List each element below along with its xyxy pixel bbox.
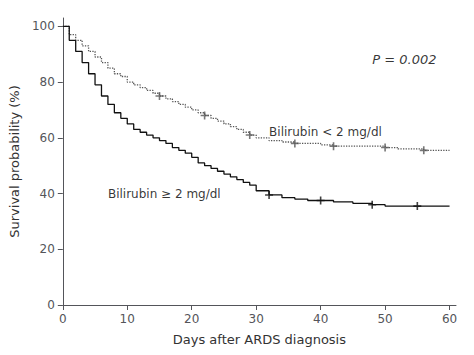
svg-text:10: 10 — [120, 312, 135, 326]
svg-text:Survival probability (%): Survival probability (%) — [7, 85, 22, 238]
svg-text:Days after ARDS diagnosis: Days after ARDS diagnosis — [173, 332, 346, 347]
svg-text:30: 30 — [249, 312, 264, 326]
svg-text:0: 0 — [59, 312, 67, 326]
svg-text:60: 60 — [442, 312, 457, 326]
svg-text:40: 40 — [40, 187, 55, 201]
svg-text:20: 20 — [40, 242, 55, 256]
svg-text:20: 20 — [184, 312, 199, 326]
svg-text:P = 0.002: P = 0.002 — [372, 52, 436, 67]
svg-text:100: 100 — [32, 19, 55, 33]
svg-text:50: 50 — [377, 312, 392, 326]
svg-text:Bilirubin < 2 mg/dl: Bilirubin < 2 mg/dl — [269, 125, 382, 139]
svg-text:60: 60 — [40, 131, 55, 145]
svg-text:80: 80 — [40, 75, 55, 89]
svg-text:0: 0 — [47, 298, 55, 312]
svg-text:Bilirubin ≥ 2 mg/dl: Bilirubin ≥ 2 mg/dl — [108, 187, 221, 201]
svg-text:40: 40 — [313, 312, 328, 326]
